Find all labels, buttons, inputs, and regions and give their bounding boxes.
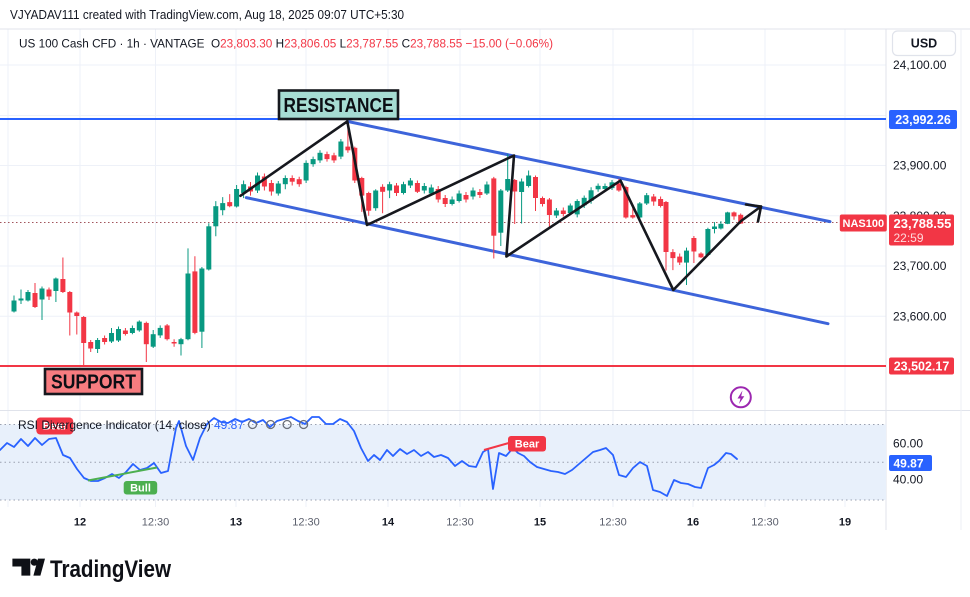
svg-text:12: 12: [74, 517, 86, 529]
svg-text:USD: USD: [911, 37, 937, 51]
svg-text:60.00: 60.00: [893, 436, 923, 450]
svg-text:14: 14: [382, 517, 395, 529]
svg-text:49.87: 49.87: [894, 457, 924, 471]
svg-text:15: 15: [534, 517, 546, 529]
svg-text:RESISTANCE: RESISTANCE: [284, 95, 394, 117]
svg-text:23,600.00: 23,600.00: [893, 309, 947, 323]
svg-text:12:30: 12:30: [751, 517, 779, 529]
svg-text:12:30: 12:30: [142, 517, 170, 529]
svg-text:19: 19: [839, 517, 851, 529]
svg-text:US 100 Cash CFD · 1h · VANTAGE: US 100 Cash CFD · 1h · VANTAGE O23,803.3…: [19, 37, 553, 51]
svg-text:23,700.00: 23,700.00: [893, 259, 947, 273]
svg-text:12:30: 12:30: [599, 517, 627, 529]
svg-text:23,788.55: 23,788.55: [894, 216, 952, 231]
svg-text:23,502.17: 23,502.17: [894, 360, 950, 374]
svg-text:Bear: Bear: [43, 421, 68, 433]
svg-text:NAS100: NAS100: [843, 218, 885, 230]
svg-text:12:30: 12:30: [292, 517, 320, 529]
svg-text:Bull: Bull: [130, 483, 151, 495]
svg-text:SUPPORT: SUPPORT: [51, 372, 136, 394]
svg-text:13: 13: [230, 517, 242, 529]
svg-text:VJYADAV111 created with Tradin: VJYADAV111 created with TradingView.com,…: [10, 7, 404, 22]
svg-text:Bear: Bear: [515, 439, 540, 451]
svg-text:12:30: 12:30: [446, 517, 474, 529]
svg-text:23,900.00: 23,900.00: [893, 159, 947, 173]
svg-text:49.87: 49.87: [214, 418, 244, 432]
svg-text:16: 16: [687, 517, 699, 529]
svg-text:40.00: 40.00: [893, 473, 923, 487]
svg-text:24,100.00: 24,100.00: [893, 58, 947, 72]
svg-text:22:59: 22:59: [894, 231, 924, 245]
svg-text:TradingView: TradingView: [50, 556, 171, 583]
svg-text:RSI Divergence Indicator (14,: RSI Divergence Indicator (14, close): [18, 418, 211, 432]
svg-text:23,992.26: 23,992.26: [895, 113, 951, 127]
